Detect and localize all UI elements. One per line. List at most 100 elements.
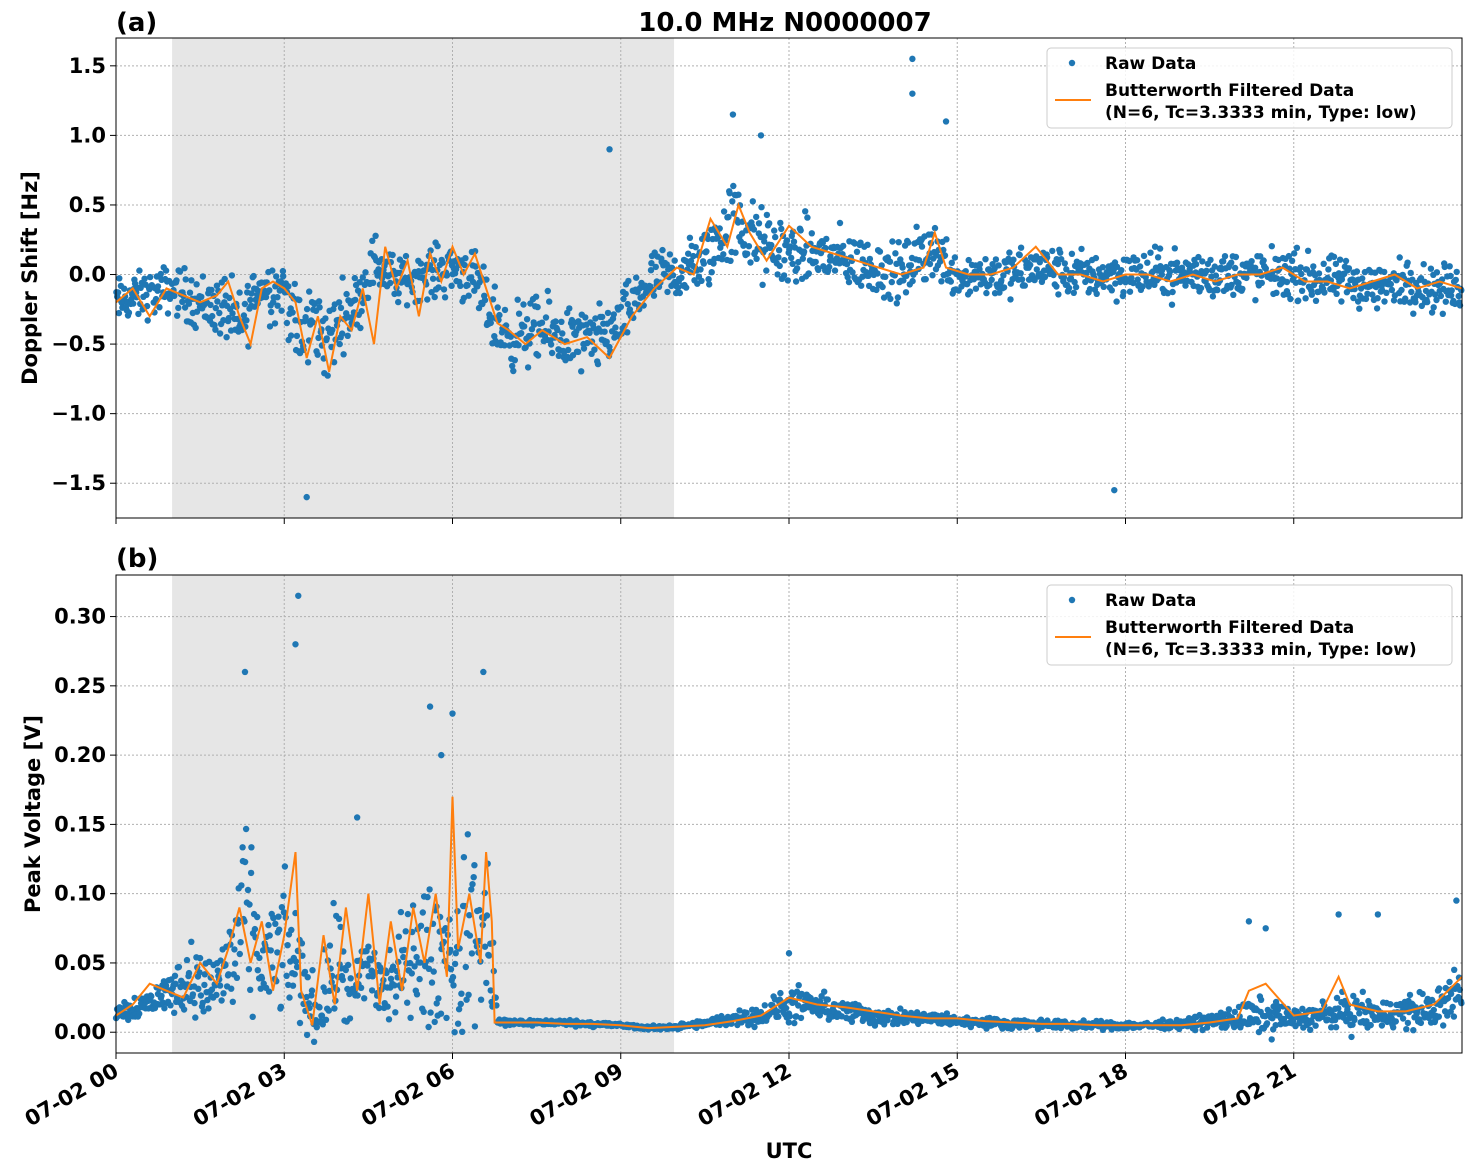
raw-data-point bbox=[749, 198, 756, 205]
raw-data-point bbox=[167, 1002, 174, 1009]
raw-data-point bbox=[546, 298, 553, 305]
raw-data-point bbox=[1128, 274, 1135, 282]
raw-data-point bbox=[265, 921, 272, 929]
raw-data-point bbox=[1363, 1018, 1370, 1025]
raw-data-point bbox=[873, 286, 880, 294]
raw-data-point bbox=[244, 282, 251, 290]
raw-data-point bbox=[744, 250, 751, 257]
raw-data-points bbox=[112, 592, 1465, 1046]
raw-data-point bbox=[797, 1014, 805, 1022]
raw-data-point bbox=[283, 972, 290, 979]
raw-data-point bbox=[758, 204, 765, 211]
raw-data-point bbox=[552, 318, 559, 325]
raw-data-point bbox=[270, 914, 277, 922]
raw-data-point bbox=[1424, 298, 1431, 306]
raw-data-point bbox=[542, 314, 550, 321]
raw-data-point bbox=[269, 964, 276, 971]
raw-data-point bbox=[1063, 266, 1070, 273]
raw-data-point bbox=[310, 1038, 318, 1046]
raw-data-point bbox=[1287, 295, 1294, 303]
raw-data-point bbox=[487, 987, 494, 994]
raw-data-point bbox=[270, 298, 277, 306]
raw-data-point bbox=[1140, 252, 1148, 260]
raw-data-point bbox=[403, 302, 411, 309]
raw-data-point bbox=[603, 338, 610, 345]
raw-data-point bbox=[442, 925, 449, 932]
raw-data-point bbox=[965, 256, 972, 264]
raw-data-point bbox=[343, 290, 350, 298]
raw-data-point bbox=[586, 329, 593, 336]
raw-data-point bbox=[1374, 911, 1382, 918]
raw-data-point bbox=[364, 294, 372, 302]
raw-data-point bbox=[775, 247, 783, 254]
raw-data-point bbox=[1452, 276, 1460, 284]
raw-data-point bbox=[241, 858, 249, 866]
raw-data-point bbox=[152, 295, 160, 303]
raw-data-point bbox=[1126, 257, 1133, 265]
raw-data-point bbox=[747, 259, 754, 266]
raw-data-point bbox=[395, 933, 402, 940]
raw-data-point bbox=[171, 292, 178, 300]
raw-data-point bbox=[228, 985, 235, 992]
raw-data-point bbox=[141, 275, 148, 282]
raw-data-point bbox=[229, 310, 236, 317]
raw-data-point bbox=[271, 320, 279, 327]
raw-data-point bbox=[1139, 283, 1146, 290]
raw-data-point bbox=[315, 334, 322, 342]
raw-data-point bbox=[864, 241, 871, 248]
raw-data-point bbox=[736, 1007, 743, 1014]
raw-data-point bbox=[322, 1016, 330, 1023]
raw-data-point bbox=[404, 910, 412, 918]
raw-data-point bbox=[471, 862, 478, 869]
raw-data-point bbox=[1040, 267, 1048, 274]
raw-data-point bbox=[1000, 272, 1007, 279]
raw-data-point bbox=[1342, 257, 1350, 265]
raw-data-point bbox=[524, 364, 532, 371]
raw-data-point bbox=[389, 963, 397, 970]
raw-data-point bbox=[530, 321, 538, 328]
raw-data-point bbox=[521, 323, 528, 330]
raw-data-point bbox=[983, 289, 990, 297]
legend-label-filtered: Butterworth Filtered Data bbox=[1105, 81, 1354, 101]
raw-data-point bbox=[435, 995, 442, 1002]
raw-data-point bbox=[353, 814, 361, 821]
raw-data-point bbox=[671, 257, 678, 264]
raw-data-point bbox=[666, 251, 674, 258]
raw-data-point bbox=[1100, 283, 1107, 290]
raw-data-point bbox=[426, 703, 434, 710]
raw-data-point bbox=[357, 984, 365, 991]
raw-data-point bbox=[220, 990, 227, 997]
raw-data-point bbox=[1310, 263, 1317, 270]
raw-data-point bbox=[468, 950, 476, 957]
raw-data-point bbox=[687, 257, 695, 265]
raw-data-point bbox=[698, 277, 705, 284]
raw-data-point bbox=[342, 966, 349, 974]
raw-data-point bbox=[700, 260, 707, 267]
raw-data-point bbox=[798, 990, 805, 998]
raw-data-point bbox=[706, 281, 713, 288]
raw-data-point bbox=[480, 668, 487, 676]
raw-data-point bbox=[326, 942, 334, 949]
raw-data-point bbox=[745, 243, 753, 250]
raw-data-point bbox=[821, 988, 828, 995]
raw-data-point bbox=[772, 233, 779, 241]
raw-data-point bbox=[417, 260, 425, 267]
raw-data-point bbox=[1447, 292, 1455, 299]
raw-data-point bbox=[538, 319, 546, 326]
raw-data-point bbox=[938, 278, 945, 285]
raw-data-point bbox=[690, 252, 697, 260]
raw-data-point bbox=[240, 312, 248, 319]
raw-data-point bbox=[364, 962, 371, 969]
raw-data-point bbox=[303, 493, 310, 501]
raw-data-point bbox=[617, 303, 625, 311]
raw-data-point bbox=[606, 146, 613, 153]
raw-data-point bbox=[243, 317, 250, 324]
raw-data-point bbox=[882, 273, 889, 280]
raw-data-point bbox=[785, 950, 793, 957]
raw-data-point bbox=[831, 267, 839, 274]
raw-data-point bbox=[1112, 280, 1119, 287]
raw-data-point bbox=[274, 949, 281, 956]
raw-data-point bbox=[449, 973, 457, 981]
raw-data-point bbox=[1297, 264, 1304, 271]
raw-data-point bbox=[375, 1004, 383, 1012]
